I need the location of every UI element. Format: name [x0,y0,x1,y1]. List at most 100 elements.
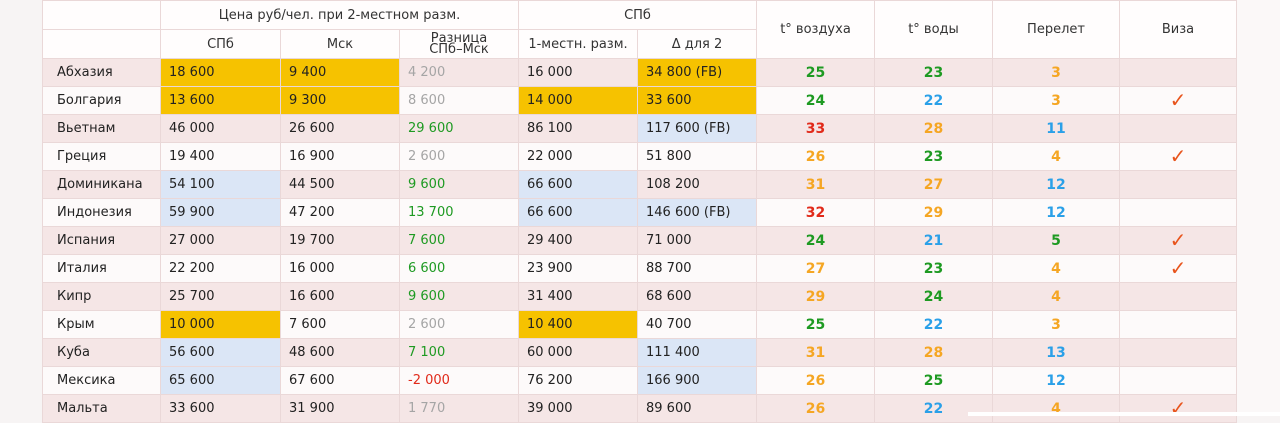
flight-hours-cell: 4 [992,142,1120,171]
visa-cell: ✓ [1119,254,1237,283]
table-row: Абхазия 18 600 9 400 4 200 16 000 34 800 (FB)… [42,58,1237,87]
water-temp-cell: 29 [874,198,993,227]
price-spb-cell: 33 600 [160,394,281,423]
price-spb-cell: 19 400 [160,142,281,171]
header-row-2: СПб Мск Разница СПб–Мск 1-местн. разм. Δ… [42,29,1237,59]
single-room-cell: 29 400 [518,226,638,255]
visa-cell [1119,114,1237,143]
table-row: Индонезия 59 900 47 200 13 700 66 600 146 600… [42,198,1237,227]
visa-cell: ✓ [1119,86,1237,115]
delta-per2-cell: 111 400 [637,338,757,367]
country-cell: Кипр [42,282,161,311]
price-diff-cell: 7 100 [399,338,519,367]
visa-cell [1119,58,1237,87]
air-temp-cell: 26 [756,394,875,423]
flight-hours-cell: 3 [992,310,1120,339]
price-msk-cell: 48 600 [280,338,400,367]
delta-per2-cell: 71 000 [637,226,757,255]
water-temp-cell: 22 [874,310,993,339]
country-cell: Греция [42,142,161,171]
checkmark-icon: ✓ [1169,256,1187,280]
comparison-table: Цена руб/чел. при 2-местном разм. СПб t°… [42,0,1237,423]
water-temp-cell: 23 [874,254,993,283]
single-room-cell: 16 000 [518,58,638,87]
delta-per2-cell: 89 600 [637,394,757,423]
price-msk-cell: 26 600 [280,114,400,143]
header-price-group: Цена руб/чел. при 2-местном разм. [160,0,519,30]
price-diff-cell: 9 600 [399,282,519,311]
water-temp-cell: 23 [874,58,993,87]
water-temp-cell: 22 [874,394,993,423]
country-cell: Италия [42,254,161,283]
price-msk-cell: 19 700 [280,226,400,255]
price-diff-cell: 4 200 [399,58,519,87]
table-row: Испания 27 000 19 700 7 600 29 400 71 000 24 21… [42,226,1237,255]
price-diff-cell: 29 600 [399,114,519,143]
flight-hours-cell: 12 [992,170,1120,199]
delta-per2-cell: 108 200 [637,170,757,199]
price-diff-cell: 2 600 [399,142,519,171]
country-cell: Болгария [42,86,161,115]
air-temp-cell: 31 [756,338,875,367]
water-temp-cell: 23 [874,142,993,171]
flight-hours-cell: 5 [992,226,1120,255]
price-diff-cell: 6 600 [399,254,519,283]
air-temp-cell: 27 [756,254,875,283]
price-spb-cell: 10 000 [160,310,281,339]
country-cell: Мальта [42,394,161,423]
single-room-cell: 39 000 [518,394,638,423]
table-row: Италия 22 200 16 000 6 600 23 900 88 700 27 23 4… [42,254,1237,283]
single-room-cell: 31 400 [518,282,638,311]
flight-hours-cell: 11 [992,114,1120,143]
header-corner [42,0,161,30]
header-flight: Перелет [992,0,1120,59]
price-spb-cell: 56 600 [160,338,281,367]
air-temp-cell: 33 [756,114,875,143]
visa-cell: ✓ [1119,226,1237,255]
table-row: Греция 19 400 16 900 2 600 22 000 51 800 26 23 4… [42,142,1237,171]
visa-cell [1119,198,1237,227]
air-temp-cell: 26 [756,366,875,395]
table-row: Мальта 33 600 31 900 1 770 39 000 89 600 26 22 4… [42,394,1237,423]
water-temp-cell: 28 [874,338,993,367]
air-temp-cell: 31 [756,170,875,199]
checkmark-icon: ✓ [1169,144,1187,168]
air-temp-cell: 32 [756,198,875,227]
air-temp-cell: 26 [756,142,875,171]
header-diff: Разница СПб–Мск [399,29,519,59]
flight-hours-cell: 4 [992,282,1120,311]
flight-hours-cell: 12 [992,366,1120,395]
single-room-cell: 66 600 [518,170,638,199]
price-spb-cell: 22 200 [160,254,281,283]
header-visa: Виза [1119,0,1237,59]
table-row: Куба 56 600 48 600 7 100 60 000 111 400 31 28 13 [42,338,1237,367]
checkmark-icon: ✓ [1169,396,1187,420]
price-diff-cell: 7 600 [399,226,519,255]
price-spb-cell: 25 700 [160,282,281,311]
single-room-cell: 22 000 [518,142,638,171]
header-corner-2 [42,29,161,59]
price-spb-cell: 13 600 [160,86,281,115]
header-msk: Мск [280,29,400,59]
flight-hours-cell: 12 [992,198,1120,227]
country-cell: Крым [42,310,161,339]
header-spb-group: СПб [518,0,757,30]
table-row: Крым 10 000 7 600 2 600 10 400 40 700 25 22 3 [42,310,1237,339]
table-row: Доминикана 54 100 44 500 9 600 66 600 108 200… [42,170,1237,199]
visa-cell [1119,366,1237,395]
flight-hours-cell: 3 [992,86,1120,115]
price-diff-cell: 1 770 [399,394,519,423]
single-room-cell: 86 100 [518,114,638,143]
spreadsheet: Цена руб/чел. при 2-местном разм. СПб t°… [42,0,1280,423]
water-temp-cell: 24 [874,282,993,311]
header-spb: СПб [160,29,281,59]
checkmark-icon: ✓ [1169,228,1187,252]
price-diff-cell: 2 600 [399,310,519,339]
price-diff-cell: 9 600 [399,170,519,199]
price-msk-cell: 47 200 [280,198,400,227]
single-room-cell: 66 600 [518,198,638,227]
country-cell: Абхазия [42,58,161,87]
country-cell: Куба [42,338,161,367]
price-spb-cell: 27 000 [160,226,281,255]
country-cell: Вьетнам [42,114,161,143]
